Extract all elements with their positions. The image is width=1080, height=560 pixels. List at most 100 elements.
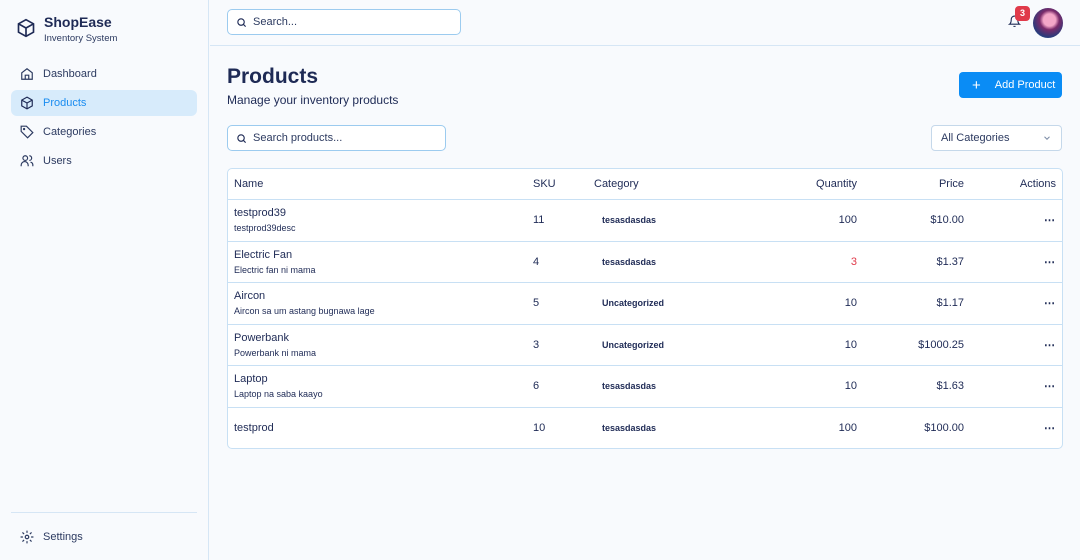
product-sku: 10	[533, 421, 546, 434]
product-name: Aircon	[234, 290, 266, 303]
sidebar-item-dashboard[interactable]: Dashboard	[11, 61, 197, 87]
chevron-down-icon	[1044, 136, 1050, 140]
sidebar-item-label: Users	[43, 155, 72, 167]
product-price: $1.37	[936, 255, 964, 268]
product-quantity: 3	[850, 255, 857, 268]
product-name: testprod	[234, 421, 274, 434]
product-category: Uncategorized	[602, 339, 665, 350]
gear-icon	[20, 530, 34, 544]
global-search-placeholder: Search...	[253, 16, 298, 28]
product-price: $1000.25	[918, 338, 964, 351]
table-header-row: Name SKU Category Quantity Price Actions	[228, 169, 1062, 199]
product-description: Aircon sa um astang bugnawa lage	[234, 306, 375, 317]
product-sku: 6	[533, 380, 540, 393]
product-category: tesasdasdas	[602, 381, 657, 392]
sidebar-item-label: Dashboard	[43, 68, 97, 80]
header-sku: SKU	[533, 178, 556, 190]
product-description: Powerbank ni mama	[234, 347, 317, 358]
product-category: tesasdasdas	[602, 256, 657, 267]
header-actions: Actions	[1019, 178, 1056, 190]
add-product-label: Add Product	[994, 79, 1056, 91]
table-row: Electric Fan Electric fan ni mama 4 tesa…	[228, 240, 1062, 283]
product-description: Electric fan ni mama	[234, 264, 316, 275]
product-sku: 3	[533, 338, 540, 351]
more-actions-icon[interactable]: ⋯	[1044, 256, 1056, 269]
product-name-cell: testprod	[234, 422, 274, 434]
product-category: Uncategorized	[602, 298, 665, 309]
more-actions-icon[interactable]: ⋯	[1044, 214, 1056, 227]
product-quantity: 10	[844, 380, 857, 393]
product-price: $10.00	[930, 214, 964, 227]
product-name-cell: Aircon Aircon sa um astang bugnawa lage	[234, 290, 375, 316]
table-row: Powerbank Powerbank ni mama 3 Uncategori…	[228, 323, 1062, 366]
product-sku: 5	[533, 297, 540, 310]
search-icon	[237, 17, 247, 27]
product-name: Powerbank	[234, 331, 290, 344]
brand-name: ShopEase	[44, 14, 112, 30]
global-search-input[interactable]: Search...	[227, 9, 461, 35]
product-quantity: 10	[844, 338, 857, 351]
table-row: testprod39 testprod39desc 11 tesasdasdas…	[228, 199, 1062, 241]
tag-icon	[20, 125, 34, 139]
box-logo-icon	[17, 18, 35, 38]
settings-label: Settings	[43, 531, 83, 543]
product-search-placeholder: Search products...	[253, 132, 343, 144]
home-icon	[21, 68, 33, 80]
sidebar-item-label: Products	[43, 97, 87, 109]
product-sku: 11	[533, 214, 545, 227]
header-name: Name	[234, 178, 264, 190]
category-filter-select[interactable]: All Categories	[931, 125, 1062, 151]
product-description: Laptop na saba kaayo	[234, 389, 323, 400]
top-header	[210, 0, 1080, 46]
brand-subtitle: Inventory System	[44, 33, 118, 44]
box-icon	[21, 96, 33, 110]
product-description: testprod39desc	[234, 223, 296, 234]
table-row: Laptop Laptop na saba kaayo 6 tesasdasda…	[228, 365, 1062, 407]
table-row: testprod 10 tesasdasdas 100 $100.00 ⋯	[228, 406, 1062, 449]
product-name-cell: Powerbank Powerbank ni mama	[234, 332, 316, 358]
add-product-button[interactable]: + Add Product	[959, 72, 1062, 98]
sidebar-divider	[11, 512, 197, 513]
product-quantity: 100	[838, 421, 857, 434]
product-quantity: 100	[838, 214, 857, 227]
more-actions-icon[interactable]: ⋯	[1044, 422, 1056, 435]
sidebar-item-settings[interactable]: Settings	[20, 530, 83, 544]
product-sku: 4	[533, 255, 540, 268]
product-name: Electric Fan	[234, 248, 293, 261]
product-name-cell: Electric Fan Electric fan ni mama	[234, 249, 316, 275]
users-icon	[20, 155, 34, 167]
notification-badge: 3	[1015, 6, 1030, 21]
more-actions-icon[interactable]: ⋯	[1044, 339, 1056, 352]
product-quantity: 10	[844, 297, 857, 310]
sidebar-item-categories[interactable]: Categories	[11, 119, 197, 145]
plus-icon: +	[972, 76, 981, 94]
product-name: Laptop	[234, 373, 268, 386]
product-category: tesasdasdas	[602, 215, 657, 226]
header-quantity: Quantity	[816, 178, 857, 190]
sidebar-item-users[interactable]: Users	[11, 148, 197, 174]
sidebar-item-label: Categories	[43, 126, 97, 138]
brand: ShopEase Inventory System	[16, 14, 117, 44]
table-row: Aircon Aircon sa um astang bugnawa lage …	[228, 282, 1062, 324]
product-name: testprod39	[234, 207, 286, 220]
product-price: $1.17	[936, 297, 964, 310]
more-actions-icon[interactable]: ⋯	[1044, 380, 1056, 393]
sidebar-item-products[interactable]: Products	[11, 90, 197, 116]
more-actions-icon[interactable]: ⋯	[1044, 297, 1056, 310]
search-icon	[237, 133, 247, 143]
page-title: Products	[227, 65, 319, 88]
products-table: Name SKU Category Quantity Price Actions…	[227, 168, 1063, 449]
product-name-cell: Laptop Laptop na saba kaayo	[234, 373, 323, 399]
header-category: Category	[594, 178, 639, 190]
avatar[interactable]	[1033, 8, 1063, 38]
product-category: tesasdasdas	[602, 422, 657, 433]
product-price: $100.00	[924, 421, 964, 434]
sidebar-nav: Dashboard Products Categories Users	[11, 61, 197, 177]
header-price: Price	[938, 178, 964, 190]
category-filter-value: All Categories	[941, 132, 1010, 144]
product-price: $1.63	[936, 380, 964, 393]
product-search-input[interactable]: Search products...	[227, 125, 446, 151]
sidebar: ShopEase Inventory System Dashboard Prod…	[0, 0, 209, 560]
page-subtitle: Manage your inventory products	[227, 93, 399, 107]
product-name-cell: testprod39 testprod39desc	[234, 207, 296, 233]
